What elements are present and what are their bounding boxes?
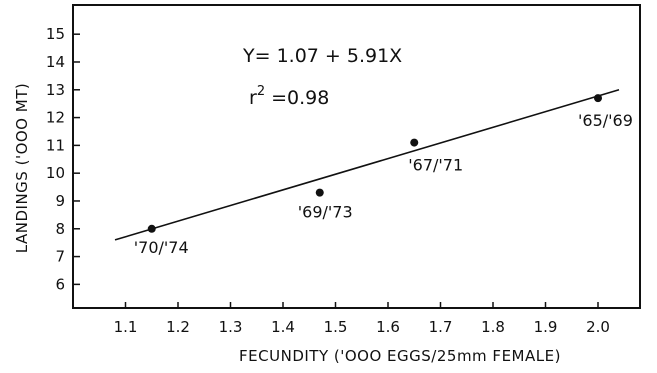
x-tick-label: 1.8 [481, 318, 505, 336]
data-point [594, 94, 602, 103]
data-point-label: '69/'73 [298, 203, 353, 222]
x-tick-label: 1.7 [429, 318, 453, 336]
y-tick-label: 11 [46, 136, 65, 154]
x-tick-label: 1.6 [376, 318, 400, 336]
r-squared-text: r2 =0.98 [249, 84, 329, 109]
data-points: '70/'74 '69/'73 '67/'71 '65/'69 [134, 94, 633, 257]
plot-frame [72, 4, 641, 309]
x-axis-ticks: 1.1 1.2 1.3 1.4 1.5 1.6 1.7 1.8 1.9 2.0 [114, 302, 610, 336]
data-point-label: '65/'69 [578, 111, 633, 130]
x-tick-label: 1.1 [114, 318, 138, 336]
y-tick-label: 10 [46, 164, 65, 182]
x-axis-title: FECUNDITY ('OOO EGGS/25mm FEMALE) [239, 347, 561, 365]
data-point-label: '67/'71 [408, 156, 463, 175]
y-axis-ticks: 6 7 8 9 10 11 12 13 14 15 [46, 25, 80, 293]
y-tick-label: 14 [46, 53, 65, 71]
y-tick-label: 12 [46, 109, 65, 127]
x-tick-label: 1.2 [166, 318, 190, 336]
data-point-label: '70/'74 [134, 238, 189, 257]
y-tick-label: 13 [46, 81, 65, 99]
y-axis-title: LANDINGS ('OOO MT) [13, 83, 31, 253]
r-squared-exponent: 2 [257, 84, 265, 99]
x-tick-label: 1.3 [219, 318, 243, 336]
y-tick-label: 8 [55, 220, 65, 238]
r-squared-prefix: r [249, 87, 257, 109]
x-tick-label: 1.4 [271, 318, 295, 336]
y-tick-label: 9 [55, 192, 65, 210]
x-tick-label: 1.9 [534, 318, 558, 336]
data-point [315, 188, 324, 197]
x-tick-label: 2.0 [586, 318, 610, 336]
y-tick-label: 6 [55, 275, 65, 293]
x-tick-label: 1.5 [324, 318, 348, 336]
regression-line [114, 89, 620, 241]
equation-text: Y= 1.07 + 5.91X [242, 45, 402, 67]
r-squared-value: =0.98 [265, 87, 329, 109]
y-tick-label: 15 [46, 25, 65, 43]
data-point [410, 138, 419, 147]
y-tick-label: 7 [55, 248, 65, 266]
data-point [147, 224, 156, 233]
